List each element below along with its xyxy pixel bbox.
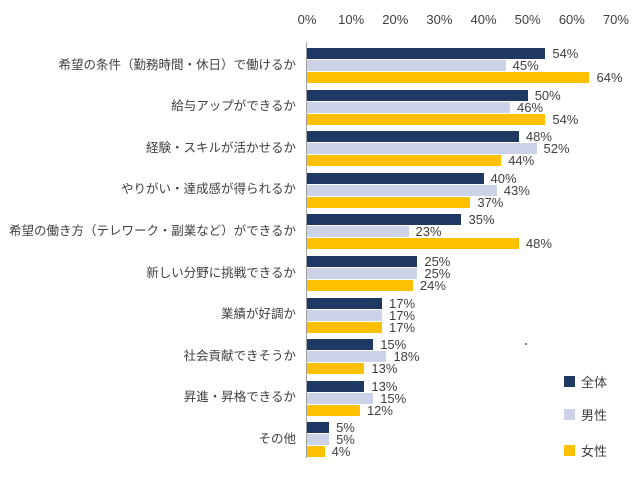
bar-value-label: 5% (336, 420, 355, 436)
bar-value-label: 64% (596, 70, 623, 85)
bar-overall (307, 422, 330, 434)
bar-men (307, 268, 418, 279)
bar-value-label: 25% (424, 254, 451, 269)
bar-overall (307, 256, 418, 267)
bar-value-label: 17% (389, 295, 416, 311)
bar-women (307, 238, 519, 250)
bar-value-label: 15% (380, 337, 407, 353)
bar-value-label: 17% (389, 319, 416, 335)
legend-label: 女性 (581, 444, 608, 459)
bar-women (307, 196, 471, 208)
bar-value-label: 12% (366, 402, 393, 418)
category-label: 業績が好調か (220, 307, 296, 322)
bar-value-label: 45% (512, 58, 539, 73)
legend-label: 男性 (581, 408, 608, 423)
bar-women (307, 155, 502, 167)
bar-men (307, 184, 497, 196)
bar-value-label: 13% (371, 361, 398, 377)
bar-value-label: 4% (331, 444, 351, 460)
bar-overall (307, 172, 484, 184)
bar-value-label: 18% (393, 349, 420, 365)
x-axis-tick-label: 10% (338, 12, 365, 27)
category-label: 昇進・昇格できるか (183, 390, 296, 405)
bar-value-label: 25% (424, 266, 451, 281)
bar-value-label: 15% (380, 390, 407, 406)
legend-item-men: 男性 (564, 405, 607, 424)
category-label: 社会貢献できそうか (183, 348, 296, 363)
bar-women (307, 72, 590, 83)
bar-value-label: 52% (543, 141, 570, 157)
bar-value-label: 43% (503, 182, 530, 198)
category-label: 新しい分野に挑戦できるか (146, 265, 296, 280)
bar-value-label: 48% (525, 236, 552, 252)
bar-men (307, 392, 374, 404)
stray-dot (525, 343, 527, 345)
bar-value-label: 44% (508, 153, 535, 169)
bar-men (307, 434, 330, 446)
legend-swatch-icon (564, 376, 575, 387)
category-label: やりがい・達成感が得られるか (120, 182, 296, 197)
x-axis-tick-label: 70% (602, 12, 629, 27)
x-axis-tick-label: 0% (297, 12, 317, 27)
legend-item-overall: 全体 (564, 372, 607, 391)
bar-men (307, 351, 387, 363)
bar-overall (307, 339, 374, 351)
bar-men (307, 309, 383, 321)
bar-value-label: 24% (419, 278, 446, 293)
legend-swatch-icon (564, 445, 575, 456)
bar-overall (307, 131, 519, 143)
category-label: その他 (258, 431, 296, 446)
legend-label: 全体 (581, 375, 608, 390)
bar-value-label: 48% (525, 129, 552, 145)
bar-men (307, 226, 409, 238)
legend-swatch-icon (564, 409, 575, 420)
bar-women (307, 280, 413, 291)
bar-value-label: 40% (490, 170, 517, 186)
bar-women (307, 363, 365, 375)
category-axis-line (306, 42, 307, 458)
bar-overall (307, 48, 546, 59)
bar-value-label: 5% (336, 432, 355, 448)
category-label: 給与アップができるか (171, 99, 296, 114)
bar-value-label: 23% (415, 224, 442, 240)
bar-men (307, 101, 511, 113)
bar-overall (307, 380, 365, 392)
bar-value-label: 17% (389, 307, 416, 323)
bar-overall (307, 89, 528, 101)
x-axis-tick-label: 50% (514, 12, 541, 27)
bar-value-label: 13% (371, 378, 398, 394)
bar-overall (307, 214, 462, 226)
bar-value-label: 35% (468, 212, 495, 228)
bar-men (307, 60, 506, 71)
bar-value-label: 37% (477, 194, 504, 210)
bar-women (307, 321, 383, 333)
bar-women (307, 113, 546, 125)
bar-women (307, 404, 360, 416)
bar-value-label: 50% (534, 87, 561, 103)
x-axis-tick-label: 20% (382, 12, 409, 27)
x-axis-tick-label: 60% (558, 12, 585, 27)
bar-women (307, 446, 325, 458)
bar-overall (307, 297, 383, 309)
bar-value-label: 54% (552, 111, 579, 127)
bar-value-label: 46% (517, 99, 544, 115)
x-axis-tick-label: 40% (470, 12, 497, 27)
x-axis-tick-label: 30% (426, 12, 453, 27)
bar-value-label: 54% (552, 46, 579, 61)
category-label: 経験・スキルが活かせるか (145, 140, 296, 155)
category-label: 希望の働き方（テレワーク・副業など）ができるか (8, 223, 296, 238)
legend-item-women: 女性 (564, 441, 607, 460)
bar-men (307, 143, 537, 155)
category-label: 希望の条件（勤務時間・休日）で働けるか (58, 57, 296, 72)
